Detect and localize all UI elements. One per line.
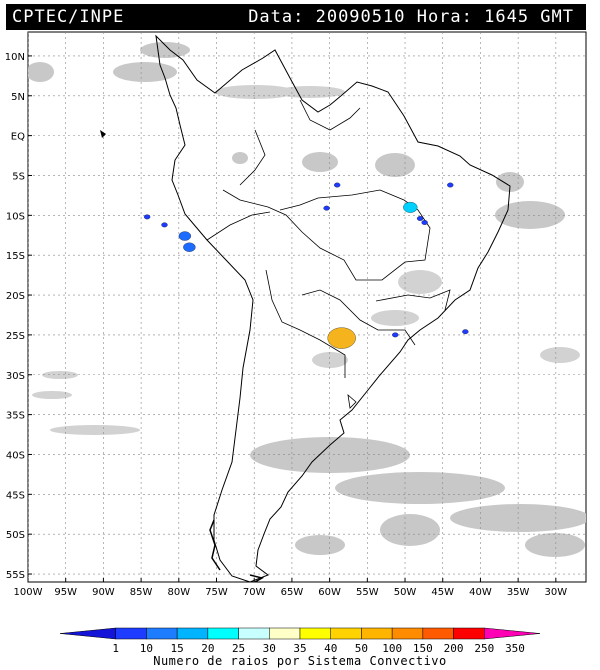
- legend-swatch: [146, 627, 178, 640]
- lightning-cluster: [183, 242, 196, 252]
- graticule: [28, 32, 586, 582]
- lightning-cluster: [392, 332, 399, 338]
- legend-swatch: [269, 627, 301, 640]
- legend-swatch: [299, 627, 331, 640]
- lon-label: 100W: [14, 587, 43, 598]
- legend-tick-label: 100: [382, 642, 402, 655]
- lon-label: 75W: [205, 587, 228, 598]
- coastlines-borders: [100, 34, 511, 582]
- lon-label: 40W: [469, 587, 492, 598]
- lat-label: 40S: [6, 450, 25, 461]
- legend-tick-label: 350: [505, 642, 525, 655]
- lon-label: 90W: [92, 587, 115, 598]
- legend-tick-label: 150: [413, 642, 433, 655]
- lon-label: 80W: [167, 587, 190, 598]
- lightning-cluster: [462, 329, 469, 335]
- lon-label: 55W: [356, 587, 379, 598]
- lightning-cluster: [178, 231, 191, 241]
- lat-label: 10S: [6, 211, 25, 222]
- legend-swatch: [115, 627, 147, 640]
- lightning-cluster: [421, 220, 428, 225]
- legend-tick-label: 50: [355, 642, 368, 655]
- lat-label: 5N: [11, 92, 25, 103]
- legend-tick-label: 35: [293, 642, 306, 655]
- legend-tick-label: 200: [444, 642, 464, 655]
- cloud-cover: [28, 42, 586, 557]
- lightning-clusters: [143, 182, 469, 349]
- lat-label: 15S: [6, 251, 25, 262]
- lat-label: 20S: [6, 291, 25, 302]
- map-header: CPTEC/INPE Data: 20090510 Hora: 1645 GMT: [6, 4, 586, 30]
- lightning-cluster: [323, 205, 330, 211]
- legend-ticks: 1 10 15 20 25 30 35 40 50 100 150 200 250 350: [112, 642, 525, 655]
- header-title: CPTEC/INPE: [12, 7, 125, 27]
- legend-swatch: [453, 627, 485, 640]
- lon-label: 50W: [394, 587, 417, 598]
- lightning-cluster: [161, 222, 168, 228]
- lat-label: 10N: [5, 52, 25, 63]
- legend-tick-label: 25: [232, 642, 245, 655]
- legend-tick-label: 1: [112, 642, 119, 655]
- lat-label: 30S: [6, 371, 25, 382]
- legend-label: Numero de raios por Sistema Convectivo: [153, 654, 447, 668]
- legend-colorbar: [59, 627, 541, 640]
- latitude-labels: 10N 5N EQ 5S 10S 15S 20S 25S 30S 35S 40S 45S 50S 55S: [5, 52, 32, 581]
- lon-label: 35W: [507, 587, 530, 598]
- legend-tick-label: 15: [171, 642, 184, 655]
- lat-label: 50S: [6, 530, 25, 541]
- legend-swatch: [330, 627, 362, 640]
- longitude-labels: 100W 95W 90W 85W 80W 75W 70W 65W 60W 55W 50W 45W 40W…: [14, 578, 568, 598]
- lightning-cluster: [403, 201, 418, 213]
- legend-tick-label: 20: [201, 642, 214, 655]
- header-datetime: Data: 20090510 Hora: 1645 GMT: [248, 7, 574, 27]
- lightning-cluster: [327, 327, 356, 349]
- lat-label: EQ: [11, 132, 25, 143]
- legend-swatch: [59, 627, 116, 640]
- lon-label: 45W: [431, 587, 454, 598]
- lon-label: 65W: [281, 587, 304, 598]
- lat-label: 45S: [6, 490, 25, 501]
- legend-swatch: [484, 627, 541, 640]
- lat-label: 55S: [6, 570, 25, 581]
- lon-label: 60W: [318, 587, 341, 598]
- legend-swatch: [391, 627, 424, 640]
- lightning-cluster: [447, 182, 454, 188]
- lightning-cluster: [143, 214, 151, 220]
- legend-swatch: [207, 627, 239, 640]
- legend-tick-label: 250: [474, 642, 494, 655]
- legend-swatch: [361, 627, 393, 640]
- lat-label: 5S: [12, 171, 25, 182]
- lon-label: 95W: [54, 587, 77, 598]
- legend-tick-label: 10: [140, 642, 153, 655]
- lon-label: 70W: [243, 587, 266, 598]
- lon-label: 30W: [545, 587, 568, 598]
- legend-swatch: [422, 627, 454, 640]
- legend-tick-label: 40: [324, 642, 337, 655]
- lat-label: 35S: [6, 411, 25, 422]
- lat-label: 25S: [6, 331, 25, 342]
- legend-swatch: [238, 627, 270, 640]
- legend-tick-label: 30: [263, 642, 276, 655]
- legend-swatch: [176, 627, 209, 640]
- lon-label: 85W: [130, 587, 153, 598]
- lightning-cluster: [334, 182, 341, 188]
- lightning-cluster: [416, 216, 424, 221]
